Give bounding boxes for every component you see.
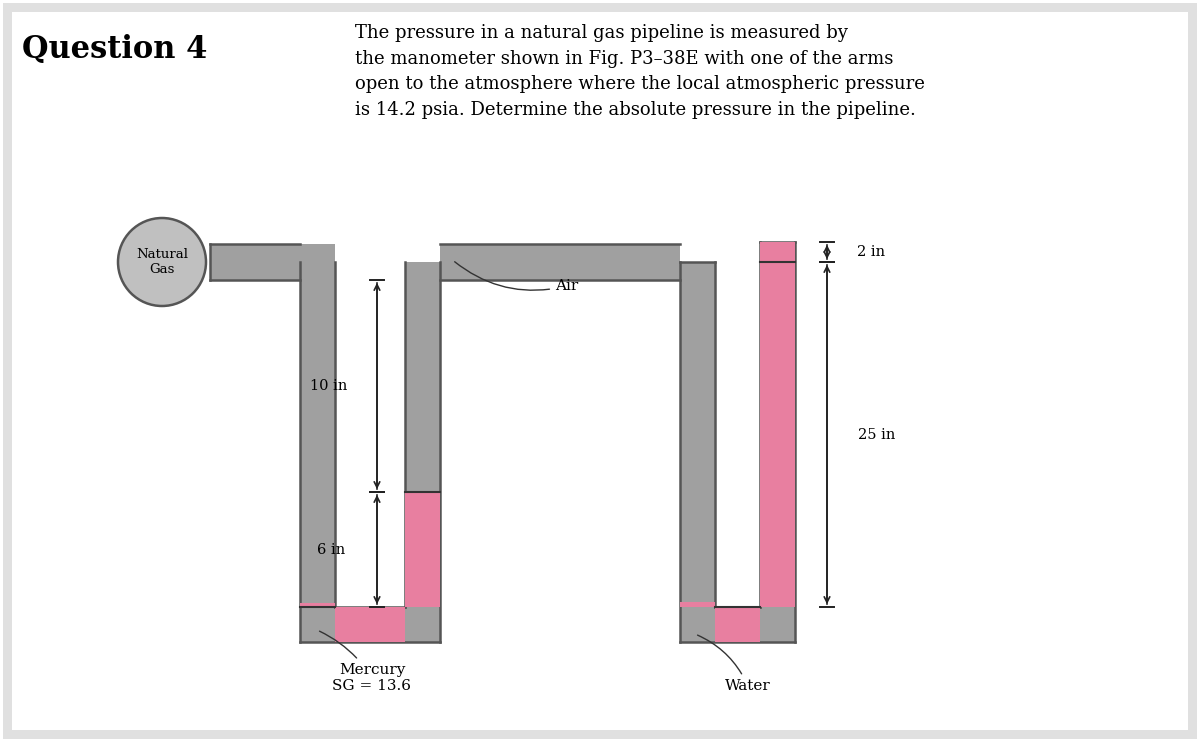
Bar — [300, 607, 440, 642]
Bar — [300, 262, 335, 642]
Bar — [210, 244, 335, 280]
FancyBboxPatch shape — [2, 3, 1198, 739]
Text: Air: Air — [455, 262, 578, 293]
Bar — [760, 242, 796, 642]
Text: 10 in: 10 in — [311, 379, 348, 393]
Text: 6 in: 6 in — [317, 542, 346, 556]
Text: Question 4: Question 4 — [22, 34, 208, 65]
Bar — [406, 262, 440, 642]
Bar — [680, 262, 715, 642]
Bar — [406, 492, 440, 607]
Bar — [680, 602, 715, 607]
Bar — [760, 242, 796, 607]
Bar — [300, 603, 335, 607]
Text: 2 in: 2 in — [857, 245, 886, 259]
Text: 25 in: 25 in — [858, 427, 895, 441]
Bar — [440, 244, 680, 280]
Bar — [680, 607, 796, 642]
Text: Water: Water — [697, 635, 770, 693]
Circle shape — [118, 218, 206, 306]
Text: The pressure in a natural gas pipeline is measured by
the manometer shown in Fig: The pressure in a natural gas pipeline i… — [355, 24, 925, 119]
Text: Natural
Gas: Natural Gas — [136, 248, 188, 276]
Bar — [335, 607, 406, 642]
Text: Mercury
SG = 13.6: Mercury SG = 13.6 — [319, 631, 412, 693]
Bar — [715, 607, 760, 642]
